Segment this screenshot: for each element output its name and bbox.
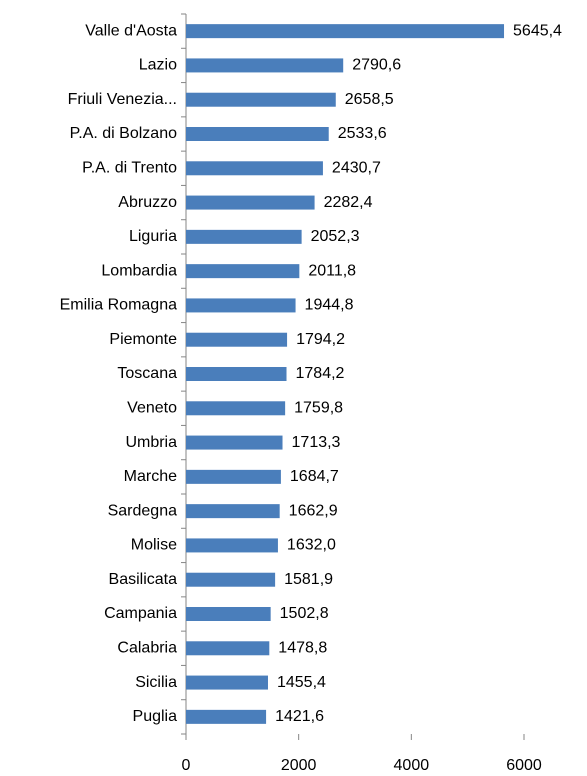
y-tick-label: Lazio <box>139 57 177 74</box>
bar <box>186 229 302 244</box>
y-tick-label: P.A. di Bolzano <box>70 125 177 142</box>
value-label: 5645,4 <box>513 22 562 39</box>
value-label: 1713,3 <box>292 434 341 451</box>
value-label: 1421,6 <box>275 708 324 725</box>
bar <box>186 641 270 656</box>
bar <box>186 127 329 141</box>
bar <box>186 161 323 176</box>
value-label: 1478,8 <box>278 640 327 657</box>
value-label: 2790,6 <box>352 57 401 74</box>
y-tick-label: Umbria <box>125 434 177 451</box>
bar <box>186 675 268 690</box>
y-tick-label: Molise <box>131 537 177 554</box>
value-label: 1502,8 <box>280 605 329 622</box>
bar <box>186 469 281 484</box>
value-label: 1784,2 <box>296 365 345 382</box>
bar <box>186 195 315 210</box>
value-label: 2658,5 <box>345 91 394 108</box>
y-tick-label: Marche <box>124 468 177 485</box>
y-tick-label: Lombardia <box>101 262 177 279</box>
bar <box>186 504 280 519</box>
value-label: 1581,9 <box>284 571 333 588</box>
y-tick-label: Puglia <box>133 708 178 725</box>
bar <box>186 401 286 416</box>
bar <box>186 92 336 107</box>
value-label: 1759,8 <box>294 400 343 417</box>
y-tick-label: Sardegna <box>108 502 177 519</box>
value-label: 1455,4 <box>277 674 326 691</box>
bar <box>186 572 276 587</box>
y-tick-label: Valle d'Aosta <box>85 22 177 39</box>
bar <box>186 24 505 39</box>
bar <box>186 367 287 381</box>
value-label: 2052,3 <box>311 228 360 245</box>
y-tick-label: P.A. di Trento <box>82 160 177 177</box>
value-label: 2430,7 <box>332 160 381 177</box>
value-label: 1662,9 <box>289 502 338 519</box>
y-tick-label: Sicilia <box>135 674 177 691</box>
y-tick-label: Toscana <box>117 365 177 382</box>
y-tick-label: Liguria <box>129 228 177 245</box>
x-tick-label: 6000 <box>506 757 542 774</box>
x-tick-label: 4000 <box>394 757 430 774</box>
y-tick-label: Basilicata <box>109 571 178 588</box>
y-tick-label: Calabria <box>117 640 177 657</box>
bar <box>186 298 296 313</box>
y-tick-label: Emilia Romagna <box>60 297 177 314</box>
y-tick-label: Piemonte <box>109 331 177 348</box>
bar <box>186 538 278 553</box>
bar <box>186 264 300 279</box>
value-label: 1944,8 <box>305 297 354 314</box>
bar <box>186 435 283 450</box>
x-tick-label: 2000 <box>281 757 317 774</box>
value-label: 1794,2 <box>296 331 345 348</box>
y-tick-label: Friuli Venezia... <box>68 91 177 108</box>
value-label: 1684,7 <box>290 468 339 485</box>
value-label: 2282,4 <box>324 194 373 211</box>
bar <box>186 58 344 73</box>
bar <box>186 332 288 347</box>
y-tick-label: Veneto <box>127 400 177 417</box>
value-label: 2533,6 <box>338 125 387 142</box>
y-tick-label: Campania <box>104 605 177 622</box>
bar <box>186 709 267 724</box>
value-label: 2011,8 <box>308 262 356 279</box>
y-tick-label: Abruzzo <box>118 194 177 211</box>
value-label: 1632,0 <box>287 537 336 554</box>
bar <box>186 607 271 621</box>
x-tick-label: 0 <box>182 757 191 774</box>
